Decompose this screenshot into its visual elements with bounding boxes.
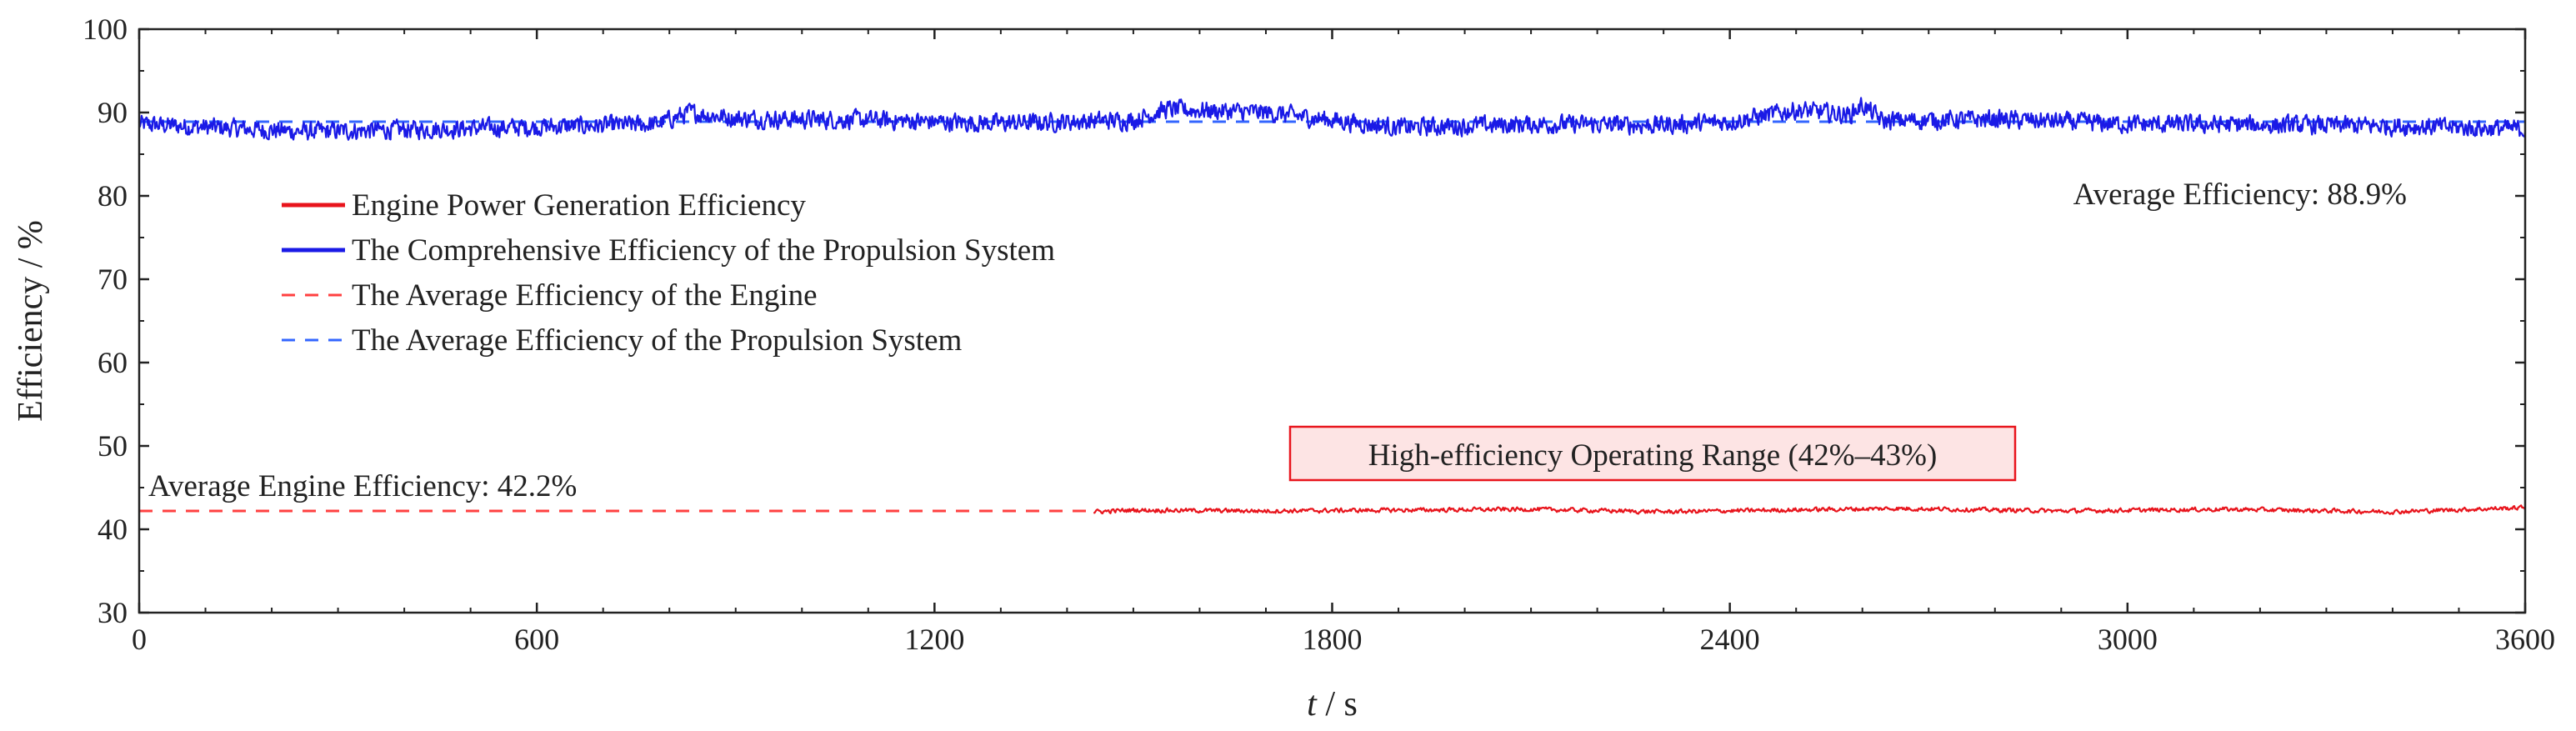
legend-label-propulsion-efficiency: The Comprehensive Efficiency of the Prop… bbox=[352, 233, 1055, 268]
y-tick-label: 30 bbox=[98, 596, 128, 629]
x-tick-label: 1200 bbox=[904, 623, 964, 656]
legend: Engine Power Generation Efficiency The C… bbox=[282, 188, 1055, 358]
series-propulsion-efficiency-line bbox=[138, 97, 2527, 141]
x-tick-label: 3000 bbox=[2098, 623, 2158, 656]
y-tick-label: 60 bbox=[98, 346, 128, 379]
annotation-propulsion-average: Average Efficiency: 88.9% bbox=[2073, 178, 2407, 212]
x-tick-label: 2400 bbox=[1700, 623, 1760, 656]
x-axis-label: t / s bbox=[1307, 685, 1358, 723]
y-tick-label: 80 bbox=[98, 179, 128, 213]
ticks-layer: 0 600 1200 1800 2400 3000 3600 30 40 50 60 70 80 90 10… bbox=[83, 13, 2555, 656]
annotation-box bbox=[1288, 425, 2017, 482]
y-tick-label: 100 bbox=[83, 13, 128, 46]
series-layer bbox=[138, 97, 2527, 515]
x-axis-label-unit: / s bbox=[1317, 685, 1358, 723]
x-tick-label: 1800 bbox=[1303, 623, 1363, 656]
legend-label-propulsion-average: The Average Efficiency of the Propulsion… bbox=[352, 323, 963, 358]
x-tick-label: 600 bbox=[514, 623, 559, 656]
legend-label-engine-efficiency: Engine Power Generation Efficiency bbox=[352, 188, 806, 223]
x-axis-label-variable: t bbox=[1307, 685, 1318, 723]
y-tick-label: 40 bbox=[98, 513, 128, 546]
legend-label-engine-average: The Average Efficiency of the Engine bbox=[352, 278, 818, 313]
series-engine-efficiency-line bbox=[1093, 504, 2526, 515]
annotation-high-efficiency-text: High-efficiency Operating Range (42%–43%… bbox=[1368, 438, 1938, 473]
x-tick-label: 0 bbox=[132, 623, 147, 656]
x-tick-label: 3600 bbox=[2495, 623, 2555, 656]
y-axis-label: Efficiency / % bbox=[12, 220, 50, 422]
annotation-engine-average: Average Engine Efficiency: 42.2% bbox=[148, 469, 577, 503]
y-tick-label: 50 bbox=[98, 429, 128, 463]
y-tick-label: 70 bbox=[98, 263, 128, 296]
annotation-high-efficiency-range: High-efficiency Operating Range (42%–43%… bbox=[1288, 425, 2017, 482]
y-tick-label: 90 bbox=[98, 96, 128, 129]
